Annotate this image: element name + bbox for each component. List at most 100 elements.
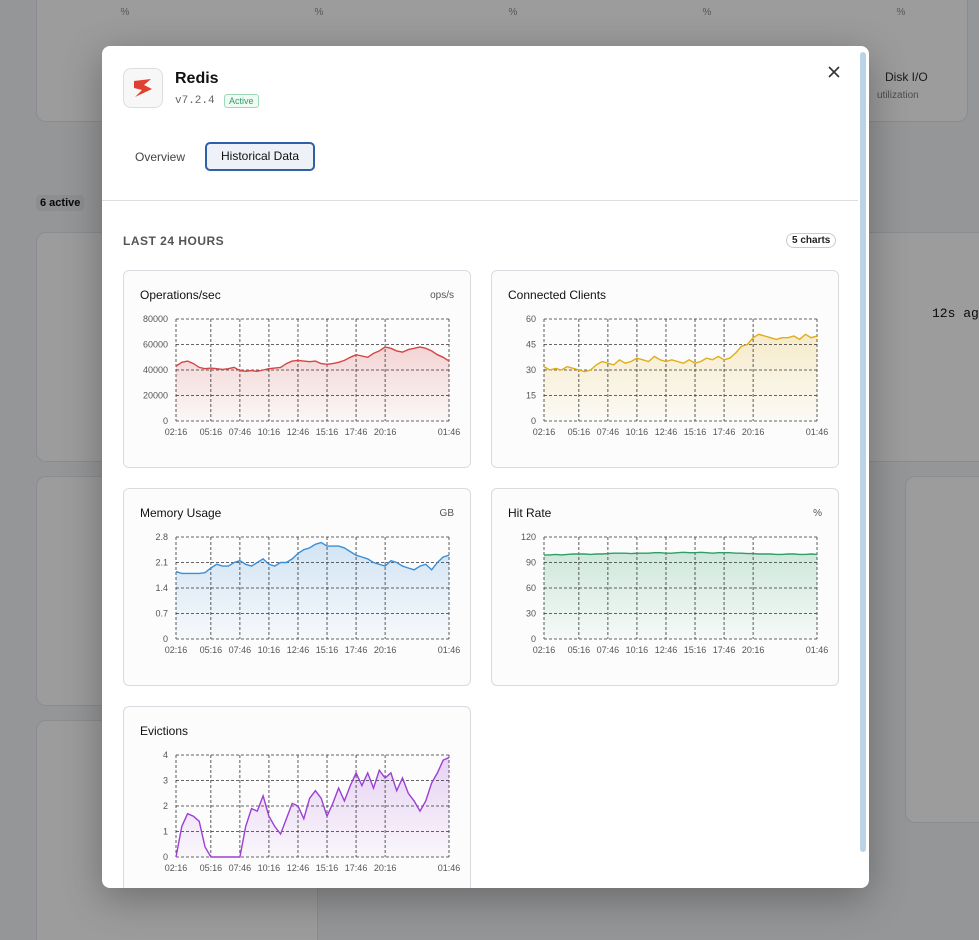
chart-title: Evictions (140, 724, 188, 738)
gauge: 45.3% (453, 0, 573, 21)
x-tick-label: 05:16 (200, 427, 223, 437)
y-tick-label: 30 (526, 365, 536, 375)
x-tick-label: 17:46 (345, 645, 368, 655)
y-tick-label: 60 (526, 583, 536, 593)
tab[interactable]: Overview (135, 150, 186, 164)
gauge-unit: % (314, 7, 324, 18)
y-tick-label: 2 (163, 801, 168, 811)
area-fill (544, 552, 817, 639)
area-fill (176, 347, 449, 421)
y-tick-label: 90 (526, 558, 536, 568)
y-tick-label: 0 (163, 634, 168, 644)
y-tick-label: 60000 (143, 340, 168, 350)
gauge-value: 35.4 (259, 0, 379, 2)
modal: Redis v7.2.4 Active Overview Historical … (102, 46, 869, 888)
service-icon (123, 68, 163, 108)
redis-logo (134, 79, 152, 97)
chart: Evictions 0 1 2 3 4 02:16 05:16 07:46 10:16 12:46 1… (140, 724, 460, 873)
line (175, 346, 450, 373)
y-tick-label: 2.8 (155, 532, 168, 542)
line (175, 756, 450, 858)
gauge-unit: % (120, 7, 130, 18)
gauge-value: 60.1 (841, 0, 961, 2)
gauge-value: 45.3 (453, 0, 573, 2)
section-title: LAST 24 HOURS (123, 234, 225, 248)
x-tick-label: 17:46 (713, 645, 736, 655)
area-fill (176, 757, 449, 857)
x-tick-label: 01:46 (806, 427, 829, 437)
service-version: v7.2.4 (175, 95, 215, 107)
gauge: 30.5% (647, 0, 767, 21)
x-tick-label: 20:16 (742, 427, 765, 437)
chart: Connected Clients 0 15 30 45 60 02:16 05:16 07:4… (508, 288, 829, 437)
chart-card: Operations/sec ops/s 0 20000 40000 60000 80000… (123, 270, 471, 468)
chart: Operations/sec ops/s 0 20000 40000 60000 80000… (140, 288, 461, 437)
line (175, 541, 450, 575)
close-button[interactable] (826, 64, 842, 80)
x-tick-label: 07:46 (229, 427, 252, 437)
y-tick-label: 1.4 (155, 583, 168, 593)
x-tick-label: 07:46 (229, 645, 252, 655)
line (543, 333, 818, 373)
y-tick-label: 60 (526, 314, 536, 324)
x-tick-label: 02:16 (165, 863, 188, 873)
logo-shape (134, 79, 152, 97)
line (544, 551, 818, 556)
y-tick-label: 120 (521, 532, 536, 542)
x-tick-label: 20:16 (374, 645, 397, 655)
chart-card: Hit Rate% 0 30 60 90 120 02:16 05:16 07:46 10:16 1… (491, 488, 839, 686)
x-tick-label: 17:46 (345, 427, 368, 437)
y-tick-label: 0.7 (155, 609, 168, 619)
x-tick-label: 01:46 (438, 427, 461, 437)
y-tick-label: 15 (526, 391, 536, 401)
active-badge: 6 active (36, 195, 85, 211)
x-tick-label: 05:16 (200, 645, 223, 655)
service-title: Redis (175, 70, 219, 87)
gauge-value: 99.9 (65, 0, 185, 2)
gauge: 99.9% (65, 0, 185, 21)
chart-title: Memory Usage (140, 506, 222, 520)
gauge: 60.1% (841, 0, 961, 21)
tab-active[interactable]: Historical Data (205, 142, 315, 171)
gauge-unit: % (702, 7, 712, 18)
x-tick-label: 05:16 (200, 863, 223, 873)
x-tick-label: 20:16 (374, 863, 397, 873)
x-tick-label: 07:46 (597, 427, 620, 437)
y-tick-label: 1 (163, 827, 168, 837)
x-tick-label: 12:46 (287, 863, 310, 873)
y-tick-label: 40000 (143, 365, 168, 375)
x-tick-label: 10:16 (258, 863, 281, 873)
x-tick-label: 15:16 (316, 427, 339, 437)
chart-card: Memory Usage GB 0 0.7 1.4 2.1 2.8 02:16 05:16 07:… (123, 488, 471, 686)
x-tick-label: 10:16 (626, 427, 649, 437)
x-tick-label: 10:16 (258, 427, 281, 437)
y-tick-label: 0 (163, 416, 168, 426)
scrollbar[interactable] (860, 52, 866, 852)
y-tick-label: 2.1 (155, 558, 168, 568)
x-tick-label: 10:16 (626, 645, 649, 655)
service-card (905, 476, 979, 823)
chart: Hit Rate % 0 30 60 90 120 02:16 05:16 07:46 10:16 1… (508, 506, 828, 655)
x-tick-label: 10:16 (258, 645, 281, 655)
disk-label: Disk I/O (885, 70, 928, 84)
status-time: 12s ago (932, 306, 979, 321)
gauge-value: 30.5 (647, 0, 767, 2)
divider (102, 200, 858, 201)
x-tick-label: 02:16 (165, 427, 188, 437)
x-tick-label: 02:16 (533, 645, 556, 655)
chart: Memory Usage GB 0 0.7 1.4 2.1 2.8 02:16 05:16 07:… (140, 506, 460, 655)
chart-unit: GB (440, 508, 455, 519)
x-tick-label: 15:16 (684, 645, 707, 655)
y-tick-label: 3 (163, 776, 168, 786)
area-fill (176, 542, 449, 639)
chart-card: Connected Clients 0 15 30 45 60 02:16 05:16 07:4… (491, 270, 839, 468)
chart-card: Evictions 0 1 2 3 4 02:16 05:16 07:46 10:16 12:46 1… (123, 706, 471, 888)
x-tick-label: 07:46 (229, 863, 252, 873)
chart-unit: ops/s (430, 290, 454, 301)
chart-title: Operations/sec (140, 288, 221, 302)
y-tick-label: 4 (163, 750, 168, 760)
x-tick-label: 15:16 (316, 645, 339, 655)
y-tick-label: 30 (526, 609, 536, 619)
chart-title: Connected Clients (508, 288, 606, 302)
